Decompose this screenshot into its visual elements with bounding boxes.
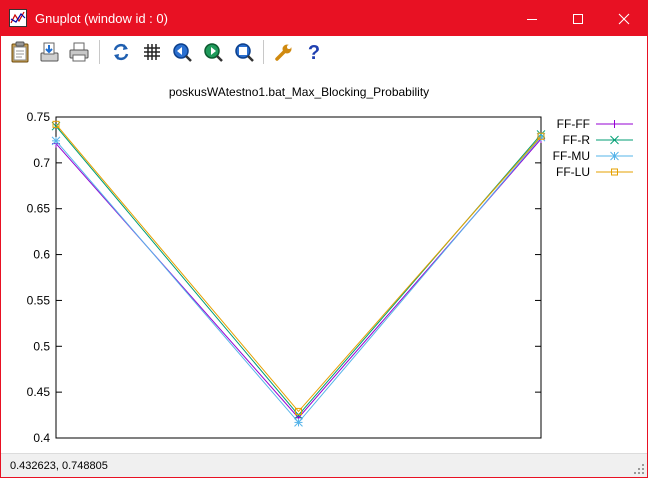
legend: FF-FF FF-R FF-MU FF-LU <box>553 117 633 179</box>
toolbar-separator <box>99 40 100 64</box>
series-line <box>55 138 542 419</box>
zoom-previous-icon <box>173 43 192 62</box>
data-point <box>51 136 61 146</box>
close-button[interactable] <box>601 1 647 36</box>
resize-grip-icon[interactable] <box>633 463 645 475</box>
y-tick-label: 0.5 <box>33 339 50 353</box>
series-ff-lu <box>52 120 545 415</box>
chart-title: poskusWAtestno1.bat_Max_Blocking_Probabi… <box>169 85 429 99</box>
legend-label: FF-FF <box>557 117 590 131</box>
data-point <box>52 120 60 128</box>
maximize-icon <box>573 13 583 24</box>
wrench-icon <box>275 44 292 61</box>
svg-text:?: ? <box>308 42 320 63</box>
y-tick-label: 0.6 <box>33 248 50 262</box>
minimize-icon <box>527 18 537 20</box>
data-point <box>294 418 303 427</box>
title-bar[interactable]: Gnuplot (window id : 0) <box>1 1 647 36</box>
y-tick-label: 0.4 <box>33 431 50 445</box>
unzoom-icon <box>235 43 254 62</box>
series-line <box>55 136 542 424</box>
printer-icon <box>69 42 89 62</box>
series-ff-r <box>51 121 546 420</box>
series-line <box>55 125 542 416</box>
series-layer <box>51 120 546 427</box>
status-bar: 0.432623, 0.748805 <box>1 453 647 477</box>
replot-button[interactable] <box>109 40 133 64</box>
grid-icon <box>144 44 160 60</box>
gnuplot-app-icon <box>9 9 27 27</box>
y-tick-label: 0.55 <box>27 293 51 307</box>
legend-label: FF-LU <box>556 165 590 179</box>
plot-border <box>55 116 542 439</box>
toolbar-separator <box>263 40 264 64</box>
series-ff-ff <box>52 135 545 422</box>
options-button[interactable] <box>272 40 296 64</box>
print-preview-button[interactable] <box>37 40 61 64</box>
data-point <box>295 407 302 415</box>
copy-to-clipboard-button[interactable] <box>8 40 32 64</box>
print-preview-icon <box>40 42 59 62</box>
y-tick-label: 0.65 <box>27 202 51 216</box>
printer-button[interactable] <box>67 40 91 64</box>
plot-area[interactable]: poskusWAtestno1.bat_Max_Blocking_Probabi… <box>1 69 647 453</box>
legend-marker <box>610 151 619 161</box>
maximize-button[interactable] <box>555 1 601 36</box>
mouse-coordinates: 0.432623, 0.748805 <box>10 460 108 472</box>
legend-label: FF-MU <box>553 149 590 163</box>
data-point <box>537 132 545 140</box>
chart-canvas[interactable]: poskusWAtestno1.bat_Max_Blocking_Probabi… <box>1 69 647 453</box>
zoom-previous-button[interactable] <box>170 40 194 64</box>
help-icon: ? <box>308 42 320 63</box>
zoom-next-button[interactable] <box>201 40 225 64</box>
unzoom-button[interactable] <box>232 40 256 64</box>
window-title: Gnuplot (window id : 0) <box>35 11 168 26</box>
toolbar: ? <box>1 36 647 69</box>
y-axis: 0.4 0.45 0.5 0.55 0.6 0.65 0.7 0.75 <box>27 110 541 445</box>
y-tick-label: 0.75 <box>27 110 51 124</box>
series-line <box>55 124 542 413</box>
legend-marker <box>610 120 619 128</box>
help-button[interactable]: ? <box>302 40 326 64</box>
y-tick-label: 0.7 <box>33 156 50 170</box>
grid-button[interactable] <box>140 40 164 64</box>
zoom-next-icon <box>204 43 223 62</box>
y-tick-label: 0.45 <box>27 385 51 399</box>
minimize-button[interactable] <box>509 1 555 36</box>
clipboard-icon <box>11 41 29 63</box>
legend-label: FF-R <box>563 133 591 147</box>
legend-marker <box>610 135 619 145</box>
legend-marker <box>611 168 618 176</box>
close-icon <box>618 13 630 24</box>
series-ff-mu <box>51 132 546 427</box>
refresh-icon <box>113 43 129 61</box>
